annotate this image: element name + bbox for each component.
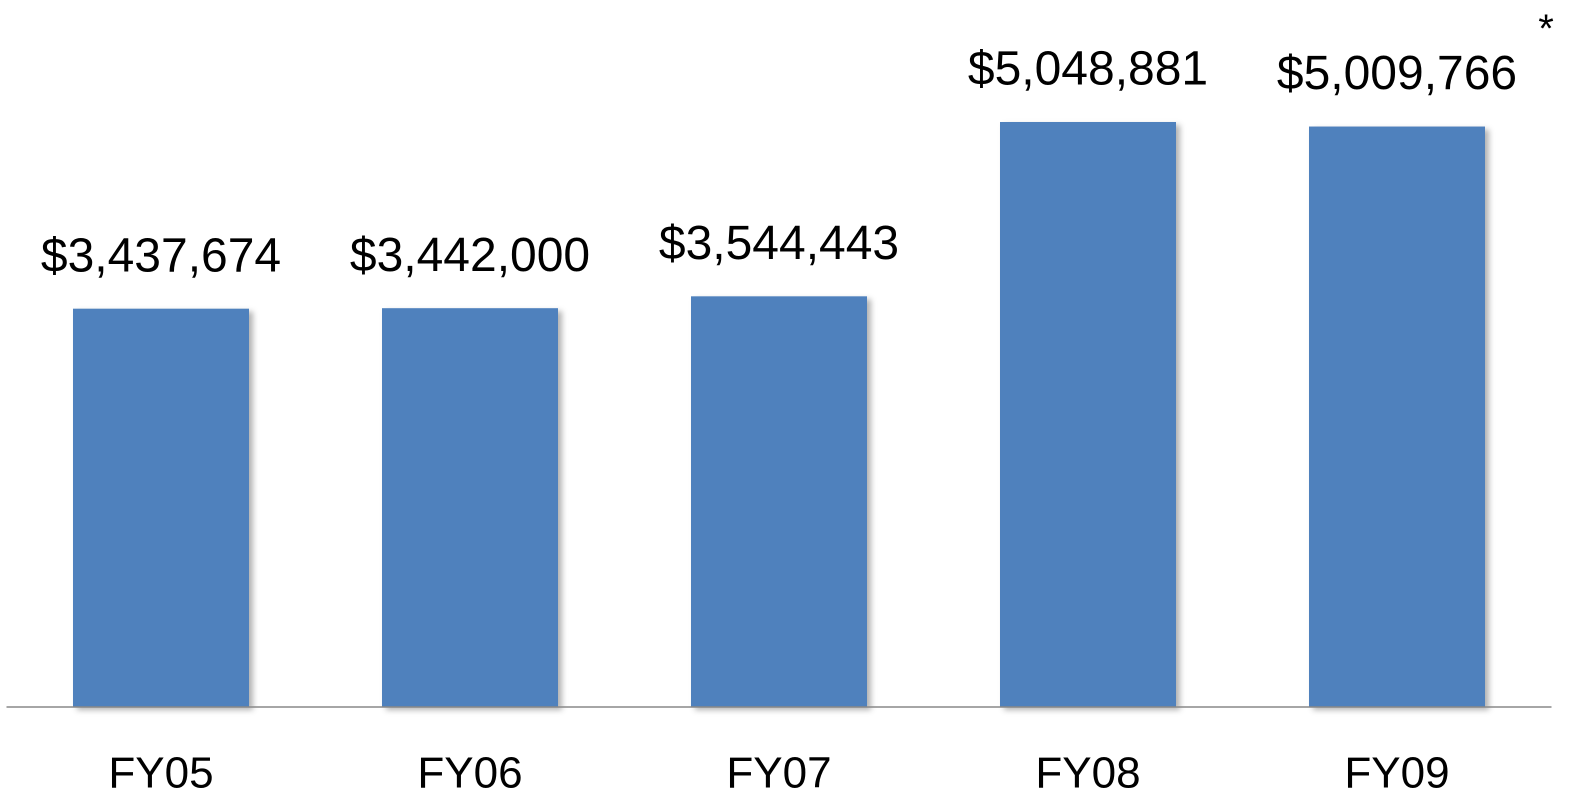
bar [691, 296, 867, 707]
x-tick-label: FY08 [1035, 749, 1140, 798]
x-tick-label: FY06 [417, 749, 522, 798]
x-tick-label: FY09 [1344, 749, 1449, 798]
value-label: $5,009,766 [1277, 47, 1517, 100]
x-tick-label: FY05 [108, 749, 213, 798]
bar [1309, 126, 1485, 707]
bar [73, 308, 249, 707]
bar [382, 308, 558, 707]
value-label: $3,544,443 [659, 217, 899, 270]
value-label: $3,442,000 [350, 229, 590, 282]
bar [1000, 122, 1176, 707]
value-label: $5,048,881 [968, 43, 1208, 96]
value-label: $3,437,674 [41, 229, 281, 282]
x-tick-label: FY07 [726, 749, 831, 798]
annotation: * [1538, 7, 1554, 51]
